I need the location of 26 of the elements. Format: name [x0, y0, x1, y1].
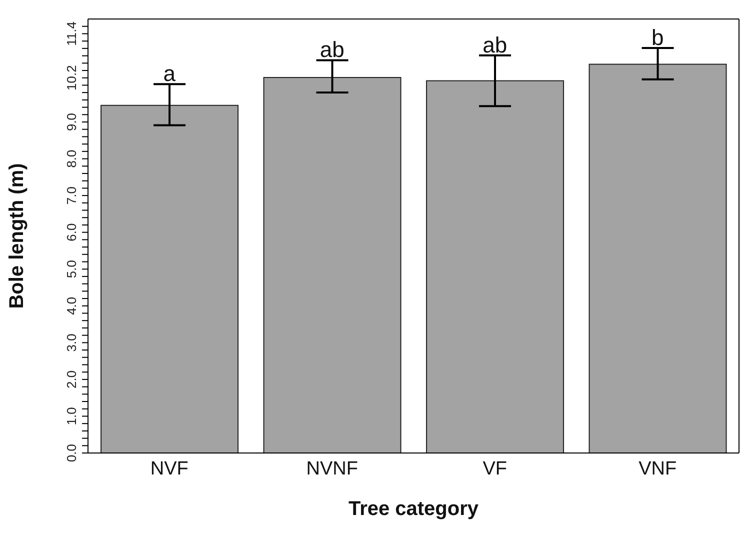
y-tick-label: 2.0	[64, 370, 79, 388]
y-tick-label: 7.0	[64, 186, 79, 205]
bar	[588, 64, 727, 453]
y-tick-label: 1.0	[64, 407, 79, 426]
annotation: a	[163, 61, 176, 86]
bar	[100, 104, 239, 453]
annotation: ab	[482, 32, 508, 58]
y-tick-label: 3.0	[64, 334, 79, 352]
y-tick-label: 5.0	[64, 260, 79, 278]
x-tick-label: VNF	[638, 458, 677, 480]
y-tick-label: 4.0	[64, 296, 79, 315]
x-tick-label: VF	[482, 458, 508, 480]
y-tick-label: 8.0	[64, 150, 79, 168]
y-tick-label: 11.4	[64, 22, 79, 46]
annotation: ab	[320, 37, 344, 62]
y-axis-title: Bole length (m)	[6, 163, 28, 309]
annotation: b	[652, 25, 664, 50]
x-tick-label: NVF	[150, 458, 188, 480]
y-tick-label: 10.2	[64, 65, 79, 91]
x-tick-label: NVNF	[306, 458, 358, 480]
y-tick-label: 9.0	[64, 112, 79, 132]
y-tick-label: 6.0	[64, 223, 79, 242]
y-tick-label: 0.0	[64, 444, 79, 462]
bar	[263, 76, 402, 453]
bar	[426, 80, 564, 453]
x-axis-title: Tree category	[348, 498, 480, 520]
